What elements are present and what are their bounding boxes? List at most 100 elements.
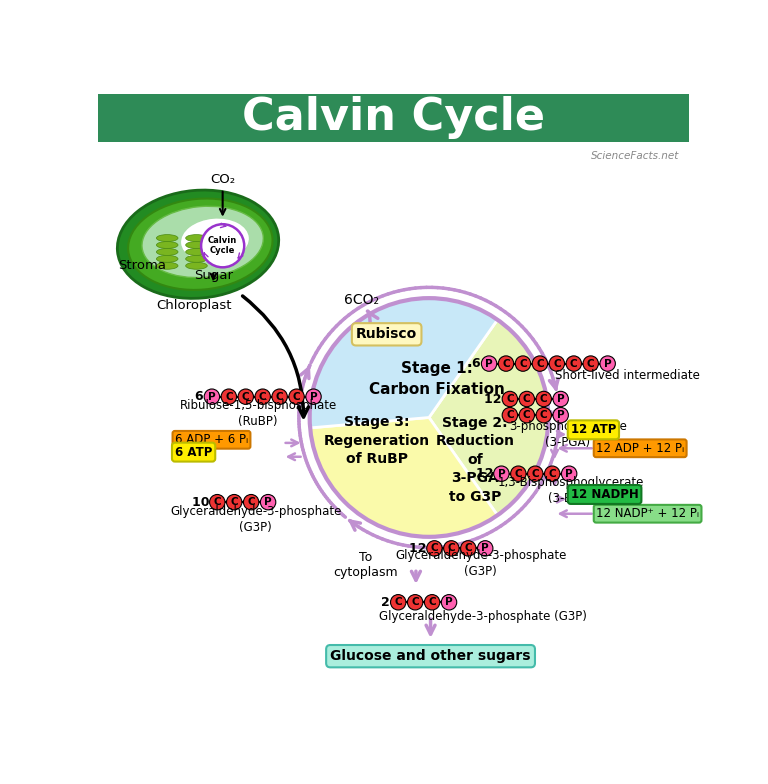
- Text: Chloroplast: Chloroplast: [157, 299, 232, 312]
- Text: C: C: [429, 597, 436, 608]
- Text: C: C: [276, 392, 283, 401]
- Text: C: C: [230, 497, 238, 507]
- Text: Ribulose-1,5-bisphosphate
(RuBP): Ribulose-1,5-bisphosphate (RuBP): [180, 399, 336, 428]
- Circle shape: [583, 356, 598, 372]
- Text: Short-lived intermediate: Short-lived intermediate: [555, 368, 700, 382]
- Text: P: P: [310, 392, 317, 401]
- Text: C: C: [553, 358, 561, 368]
- Text: C: C: [523, 410, 531, 420]
- Text: C: C: [536, 358, 544, 368]
- Ellipse shape: [142, 206, 263, 278]
- Text: 10: 10: [191, 495, 214, 509]
- Text: C: C: [242, 392, 250, 401]
- Text: Sugar: Sugar: [194, 269, 233, 281]
- Text: P: P: [498, 469, 505, 479]
- Text: Stroma: Stroma: [118, 260, 167, 272]
- Text: C: C: [448, 543, 455, 554]
- Circle shape: [519, 391, 535, 407]
- Circle shape: [238, 389, 253, 405]
- Circle shape: [289, 389, 304, 405]
- Circle shape: [204, 389, 220, 405]
- Text: C: C: [502, 358, 510, 368]
- Text: C: C: [395, 597, 402, 608]
- Circle shape: [566, 356, 581, 372]
- Text: C: C: [548, 469, 556, 479]
- Text: 12 NADPH: 12 NADPH: [571, 488, 638, 501]
- Circle shape: [494, 466, 509, 481]
- Text: C: C: [431, 543, 439, 554]
- Ellipse shape: [180, 218, 250, 263]
- Text: Glyceraldehyde-3-phosphate
(G3P): Glyceraldehyde-3-phosphate (G3P): [395, 550, 566, 579]
- Circle shape: [227, 495, 242, 510]
- Text: P: P: [557, 410, 564, 420]
- Circle shape: [260, 495, 276, 510]
- Circle shape: [498, 356, 514, 372]
- Text: C: C: [412, 597, 419, 608]
- Text: C: C: [519, 358, 527, 368]
- Text: 6CO₂: 6CO₂: [344, 293, 379, 307]
- Ellipse shape: [128, 198, 273, 290]
- Text: 6 ATP: 6 ATP: [175, 445, 212, 459]
- Text: Glyceraldehyde-3-phosphate (G3P): Glyceraldehyde-3-phosphate (G3P): [379, 610, 587, 622]
- Circle shape: [390, 594, 406, 610]
- Text: Calvin
Cycle: Calvin Cycle: [208, 236, 237, 256]
- Text: Stage 1:
Carbon Fixation: Stage 1: Carbon Fixation: [369, 361, 505, 397]
- Circle shape: [272, 389, 287, 405]
- Text: C: C: [531, 469, 539, 479]
- Text: P: P: [565, 469, 573, 479]
- Text: Stage 3:
Regeneration
of RuBP: Stage 3: Regeneration of RuBP: [323, 416, 430, 466]
- Text: Calvin Cycle: Calvin Cycle: [242, 96, 545, 140]
- Ellipse shape: [186, 263, 207, 269]
- Text: 12: 12: [475, 467, 498, 480]
- Circle shape: [502, 391, 518, 407]
- Ellipse shape: [157, 249, 178, 256]
- Text: ScienceFacts.net: ScienceFacts.net: [591, 151, 679, 161]
- Text: 2: 2: [381, 596, 395, 609]
- Text: P: P: [445, 597, 453, 608]
- Circle shape: [478, 541, 493, 556]
- Circle shape: [511, 466, 526, 481]
- Text: 12 NADP⁺ + 12 Pᵢ: 12 NADP⁺ + 12 Pᵢ: [596, 507, 699, 521]
- Circle shape: [442, 594, 457, 610]
- Ellipse shape: [118, 190, 279, 299]
- Circle shape: [536, 391, 551, 407]
- Text: C: C: [465, 543, 472, 554]
- Text: C: C: [540, 410, 548, 420]
- Circle shape: [482, 356, 497, 372]
- Text: 12 ADP + 12 Pᵢ: 12 ADP + 12 Pᵢ: [596, 441, 684, 455]
- Ellipse shape: [157, 256, 178, 263]
- Circle shape: [536, 408, 551, 423]
- Text: 12: 12: [484, 393, 506, 405]
- Ellipse shape: [157, 241, 178, 249]
- Circle shape: [515, 356, 531, 372]
- Circle shape: [306, 389, 321, 405]
- Circle shape: [502, 408, 518, 423]
- Circle shape: [243, 495, 259, 510]
- Ellipse shape: [186, 256, 207, 263]
- Text: C: C: [214, 497, 221, 507]
- Ellipse shape: [186, 241, 207, 249]
- Wedge shape: [310, 298, 498, 428]
- Text: P: P: [604, 358, 611, 368]
- Text: 3-phosphoglycerate
(3-PGA): 3-phosphoglycerate (3-PGA): [508, 420, 627, 449]
- Text: C: C: [587, 358, 594, 368]
- Text: 1,3-Bisphosphoglycerate
(3-BPG): 1,3-Bisphosphoglycerate (3-BPG): [498, 476, 644, 505]
- Text: C: C: [293, 392, 300, 401]
- Text: C: C: [506, 394, 514, 404]
- Bar: [98, 94, 690, 142]
- Text: 12: 12: [409, 542, 431, 555]
- Circle shape: [532, 356, 548, 372]
- Ellipse shape: [186, 249, 207, 256]
- Text: Glucose and other sugars: Glucose and other sugars: [330, 649, 531, 663]
- Text: P: P: [557, 394, 564, 404]
- Text: P: P: [482, 543, 489, 554]
- Text: CO₂: CO₂: [210, 173, 235, 186]
- Circle shape: [528, 466, 543, 481]
- Wedge shape: [429, 320, 548, 515]
- Circle shape: [444, 541, 459, 556]
- Circle shape: [427, 541, 442, 556]
- Circle shape: [201, 224, 244, 267]
- Circle shape: [553, 391, 568, 407]
- Text: C: C: [259, 392, 266, 401]
- Circle shape: [210, 495, 225, 510]
